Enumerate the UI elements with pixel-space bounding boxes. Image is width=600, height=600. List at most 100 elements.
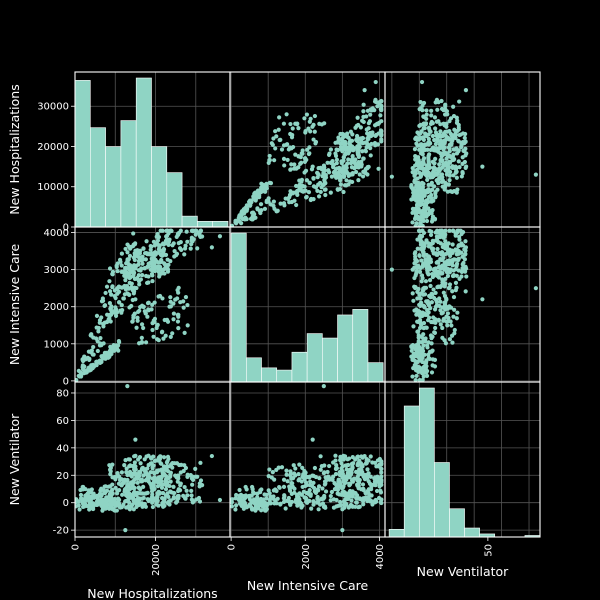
- scatter-point: [259, 185, 264, 190]
- scatter-point: [334, 175, 339, 180]
- scatter-point: [149, 307, 154, 312]
- scatter-point: [438, 241, 443, 246]
- scatter-point: [164, 481, 170, 486]
- scatter-point: [277, 485, 282, 490]
- scatter-point: [295, 122, 300, 127]
- panel-frame: [384, 381, 541, 538]
- scatter-point: [480, 297, 485, 302]
- scatter-point: [423, 122, 428, 127]
- scatter-point: [315, 496, 320, 501]
- scatter-point: [332, 480, 337, 486]
- scatter-point: [414, 271, 419, 276]
- scatter-point: [356, 122, 361, 128]
- scatter-point: [91, 506, 96, 512]
- scatter-point: [360, 482, 366, 487]
- scatter-point: [175, 319, 181, 324]
- scatter-point: [372, 476, 377, 481]
- scatter-point: [114, 491, 120, 496]
- scatter-point: [123, 499, 128, 504]
- scatter-point: [136, 279, 142, 284]
- scatter-point: [316, 484, 322, 489]
- scatter-point: [190, 500, 195, 505]
- scatter-point: [340, 528, 345, 533]
- scatter-point: [424, 218, 430, 224]
- scatter-point: [134, 285, 139, 291]
- scatter-point: [143, 472, 148, 477]
- scatter-point: [431, 166, 437, 171]
- scatter-point: [436, 180, 441, 186]
- scatter-point: [161, 336, 166, 341]
- histogram-bar-hosp-4: [135, 77, 152, 227]
- scatter-point: [288, 501, 293, 506]
- scatter-point: [131, 231, 136, 236]
- scatter-point: [439, 228, 444, 233]
- scatter-point: [76, 499, 81, 504]
- scatter-point: [361, 102, 366, 107]
- scatter-point: [423, 285, 429, 290]
- scatter-point: [166, 456, 171, 462]
- scatter-point: [455, 247, 460, 252]
- scatter-point: [115, 268, 120, 274]
- scatter-point: [445, 311, 450, 316]
- scatter-point: [429, 370, 435, 375]
- scatter-point: [250, 484, 255, 490]
- scatter-point: [170, 465, 175, 470]
- scatter-point: [323, 478, 328, 484]
- scatter-point: [341, 189, 346, 195]
- scatter-point: [150, 302, 155, 307]
- scatter-point: [328, 190, 333, 195]
- scatter-point: [346, 147, 351, 153]
- scatter-point: [141, 495, 146, 501]
- scatter-point: [421, 374, 426, 379]
- scatter-point: [242, 211, 247, 216]
- scatter-point: [151, 334, 156, 339]
- scatter-point: [311, 176, 316, 181]
- scatter-point: [311, 502, 316, 507]
- scatter-point: [447, 250, 452, 256]
- scatter-point: [97, 491, 103, 496]
- scatter-point: [176, 325, 181, 331]
- scatter-point: [98, 336, 103, 341]
- scatter-point: [421, 147, 427, 152]
- scatter-point: [182, 330, 187, 335]
- scatter-point: [281, 121, 287, 126]
- scatter-point: [420, 365, 425, 370]
- scatter-point: [316, 194, 322, 199]
- scatter-point: [433, 130, 439, 135]
- scatter-point: [417, 161, 422, 166]
- scatter-point: [453, 164, 458, 169]
- scatter-point: [110, 462, 115, 467]
- scatter-point: [368, 130, 373, 136]
- scatter-point: [289, 481, 294, 486]
- scatter-point: [153, 252, 158, 257]
- scatter-point: [75, 377, 79, 382]
- scatter-point: [77, 507, 82, 512]
- scatter-point: [447, 178, 452, 183]
- scatter-point: [155, 458, 160, 463]
- scatter-point: [316, 507, 321, 512]
- scatter-point: [374, 132, 379, 137]
- scatter-point: [315, 500, 320, 505]
- scatter-point: [432, 364, 438, 369]
- scatter-point: [126, 484, 132, 489]
- scatter-point: [444, 124, 449, 129]
- scatter-point: [373, 497, 378, 503]
- scatter-point: [451, 104, 456, 109]
- scatter-point: [167, 304, 172, 309]
- scatter-point: [453, 280, 459, 285]
- scatter-point: [306, 151, 311, 157]
- scatter-point: [317, 121, 322, 126]
- scatter-point: [307, 119, 312, 124]
- scatter-point: [344, 178, 349, 183]
- scatter-point: [452, 307, 457, 312]
- scatter-point: [429, 113, 434, 118]
- scatter-point: [166, 239, 172, 244]
- scatter-point: [155, 493, 160, 499]
- scatter-point: [331, 165, 336, 170]
- scatter-point: [195, 474, 200, 479]
- scatter-point: [368, 474, 373, 479]
- scatter-point: [108, 489, 113, 494]
- scatter-point: [146, 462, 151, 468]
- scatter-point: [436, 146, 441, 151]
- scatter-point: [112, 508, 117, 513]
